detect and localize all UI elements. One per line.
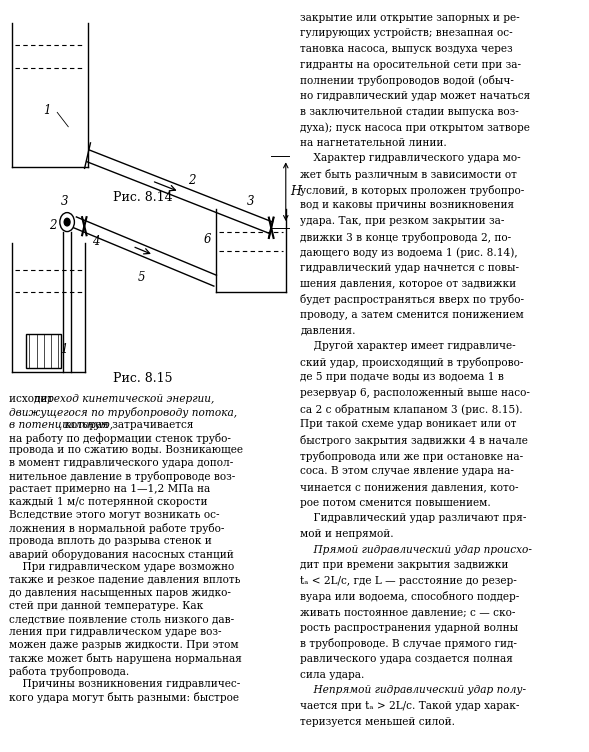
Text: вуара или водоема, способного поддер-: вуара или водоема, способного поддер-: [300, 591, 519, 602]
Text: в потенциальную,: в потенциальную,: [9, 420, 113, 429]
Text: шения давления, которое от задвижки: шения давления, которое от задвижки: [300, 278, 517, 289]
Text: живать постоянное давление; c — ско-: живать постоянное давление; c — ско-: [300, 607, 516, 617]
Text: стей при данной температуре. Как: стей при данной температуре. Как: [9, 602, 203, 611]
Text: рость распространения ударной волны: рость распространения ударной волны: [300, 623, 518, 632]
Text: удара. Так, при резком закрытии за-: удара. Так, при резком закрытии за-: [300, 216, 505, 226]
Text: де 5 при подаче воды из водоема 1 в: де 5 при подаче воды из водоема 1 в: [300, 372, 504, 383]
Text: 5: 5: [138, 271, 145, 284]
Text: 2: 2: [49, 220, 57, 232]
Text: Рис. 8.14: Рис. 8.14: [113, 191, 173, 204]
Text: движущегося по трубопроводу потока,: движущегося по трубопроводу потока,: [9, 407, 237, 417]
Text: 4: 4: [92, 235, 100, 248]
Text: провода и по сжатию воды. Возникающее: провода и по сжатию воды. Возникающее: [9, 445, 243, 456]
Text: гидравлический удар начнется с повы-: гидравлический удар начнется с повы-: [300, 263, 519, 273]
Text: 6: 6: [203, 232, 211, 246]
Text: движки 3 в конце трубопровода 2, по-: движки 3 в конце трубопровода 2, по-: [300, 232, 511, 243]
Text: быстрого закрытия задвижки 4 в начале: быстрого закрытия задвижки 4 в начале: [300, 435, 528, 446]
Text: резервуар 6, расположенный выше насо-: резервуар 6, расположенный выше насо-: [300, 388, 530, 398]
Text: чается при tₐ > 2L/c. Такой удар харак-: чается при tₐ > 2L/c. Такой удар харак-: [300, 701, 519, 711]
Text: са 2 с обратным клапаном 3 (рис. 8.15).: са 2 с обратным клапаном 3 (рис. 8.15).: [300, 404, 523, 415]
Text: на работу по деформации стенок трубо-: на работу по деформации стенок трубо-: [9, 432, 231, 444]
Text: равлического удара создается полная: равлического удара создается полная: [300, 654, 513, 664]
Text: Вследствие этого могут возникать ос-: Вследствие этого могут возникать ос-: [9, 511, 219, 520]
Text: Прямой гидравлический удар происхо-: Прямой гидравлический удар происхо-: [300, 544, 532, 554]
Text: аварий оборудования насосных станций: аварий оборудования насосных станций: [9, 550, 233, 560]
Text: При такой схеме удар воникает или от: При такой схеме удар воникает или от: [300, 420, 517, 429]
Text: 2: 2: [188, 174, 196, 187]
Text: можен даже разрыв жидкости. При этом: можен даже разрыв жидкости. При этом: [9, 641, 239, 650]
Text: 3: 3: [61, 195, 68, 208]
Text: также и резкое падение давления вплоть: также и резкое падение давления вплоть: [9, 575, 240, 585]
Text: но гидравлический удар может начаться: но гидравлический удар может начаться: [300, 91, 531, 101]
Text: гулирующих устройств; внезапная ос-: гулирующих устройств; внезапная ос-: [300, 29, 513, 38]
Text: соса. В этом случае явление удара на-: соса. В этом случае явление удара на-: [300, 466, 514, 476]
Text: tₐ < 2L/c, где L — расстояние до резер-: tₐ < 2L/c, где L — расстояние до резер-: [300, 576, 517, 586]
Text: тановка насоса, выпуск воздуха через: тановка насоса, выпуск воздуха через: [300, 44, 513, 54]
Text: Характер гидравлического удара мо-: Характер гидравлического удара мо-: [300, 153, 521, 163]
Text: нительное давление в трубопроводе воз-: нительное давление в трубопроводе воз-: [9, 472, 235, 483]
Text: вод и каковы причины возникновения: вод и каковы причины возникновения: [300, 200, 514, 211]
Text: Рис. 8.15: Рис. 8.15: [113, 372, 173, 385]
Text: полнении трубопроводов водой (обыч-: полнении трубопроводов водой (обыч-: [300, 75, 514, 86]
Text: в момент гидравлического удара допол-: в момент гидравлического удара допол-: [9, 459, 233, 468]
Text: ложнения в нормальной работе трубо-: ложнения в нормальной работе трубо-: [9, 523, 224, 535]
Text: Непрямой гидравлический удар полу-: Непрямой гидравлический удар полу-: [300, 685, 527, 696]
Text: следствие появление столь низкого дав-: следствие появление столь низкого дав-: [9, 614, 234, 624]
Text: условий, в которых проложен трубопро-: условий, в которых проложен трубопро-: [300, 185, 525, 196]
Text: трубопровода или же при остановке на-: трубопровода или же при остановке на-: [300, 450, 524, 462]
Text: 3: 3: [247, 195, 254, 208]
Text: 1: 1: [43, 104, 51, 117]
Text: которая затрачивается: которая затрачивается: [61, 420, 194, 429]
Text: дит при времени закрытия задвижки: дит при времени закрытия задвижки: [300, 560, 509, 570]
Text: работа трубопровода.: работа трубопровода.: [9, 666, 129, 678]
Text: также может быть нарушена нормальная: также может быть нарушена нормальная: [9, 653, 241, 664]
Text: до давления насыщенных паров жидко-: до давления насыщенных паров жидко-: [9, 588, 231, 599]
Text: чинается с понижения давления, кото-: чинается с понижения давления, кото-: [300, 482, 519, 492]
Text: 1: 1: [61, 343, 68, 356]
Text: гидранты на оросительной сети при за-: гидранты на оросительной сети при за-: [300, 59, 521, 70]
Circle shape: [64, 218, 70, 226]
Text: H: H: [290, 185, 301, 199]
Text: будет распространяться вверх по трубо-: будет распространяться вверх по трубо-: [300, 294, 524, 305]
Text: сила удара.: сила удара.: [300, 669, 365, 680]
Text: в трубопроводе. В случае прямого гид-: в трубопроводе. В случае прямого гид-: [300, 638, 517, 650]
Text: ский удар, происходящий в трубопрово-: ский удар, происходящий в трубопрово-: [300, 356, 524, 368]
Text: дающего воду из водоема 1 (рис. 8.14),: дающего воду из водоема 1 (рис. 8.14),: [300, 247, 518, 258]
Text: кого удара могут быть разными: быстрое: кого удара могут быть разными: быстрое: [9, 693, 239, 703]
Text: духа); пуск насоса при открытом затворе: духа); пуск насоса при открытом затворе: [300, 122, 530, 133]
Text: растает примерно на 1—1,2 МПа на: растает примерно на 1—1,2 МПа на: [9, 484, 210, 495]
Text: на нагнетательной линии.: на нагнетательной линии.: [300, 138, 447, 148]
Text: жет быть различным в зависимости от: жет быть различным в зависимости от: [300, 169, 517, 180]
Text: переход кинетической энергии,: переход кинетической энергии,: [34, 393, 214, 404]
Text: каждый 1 м/с потерянной скорости: каждый 1 м/с потерянной скорости: [9, 498, 207, 508]
Text: рое потом сменится повышением.: рое потом сменится повышением.: [300, 498, 491, 508]
Text: исходит: исходит: [9, 393, 56, 404]
Bar: [27, 334, 61, 368]
Text: в заключительной стадии выпуска воз-: в заключительной стадии выпуска воз-: [300, 107, 519, 117]
Text: Гидравлический удар различают пря-: Гидравлический удар различают пря-: [300, 513, 527, 523]
Text: ления при гидравлическом ударе воз-: ления при гидравлическом ударе воз-: [9, 627, 221, 638]
Text: Другой характер имеет гидравличе-: Другой характер имеет гидравличе-: [300, 341, 516, 351]
Text: давления.: давления.: [300, 326, 356, 335]
Text: Причины возникновения гидравличес-: Причины возникновения гидравличес-: [9, 679, 240, 690]
Text: проводу, а затем сменится понижением: проводу, а затем сменится понижением: [300, 310, 524, 320]
Text: теризуется меньшей силой.: теризуется меньшей силой.: [300, 717, 455, 726]
Text: мой и непрямой.: мой и непрямой.: [300, 529, 394, 539]
Text: При гидравлическом ударе возможно: При гидравлическом ударе возможно: [9, 562, 234, 572]
Text: закрытие или открытие запорных и ре-: закрытие или открытие запорных и ре-: [300, 13, 520, 23]
Text: провода вплоть до разрыва стенок и: провода вплоть до разрыва стенок и: [9, 536, 211, 547]
